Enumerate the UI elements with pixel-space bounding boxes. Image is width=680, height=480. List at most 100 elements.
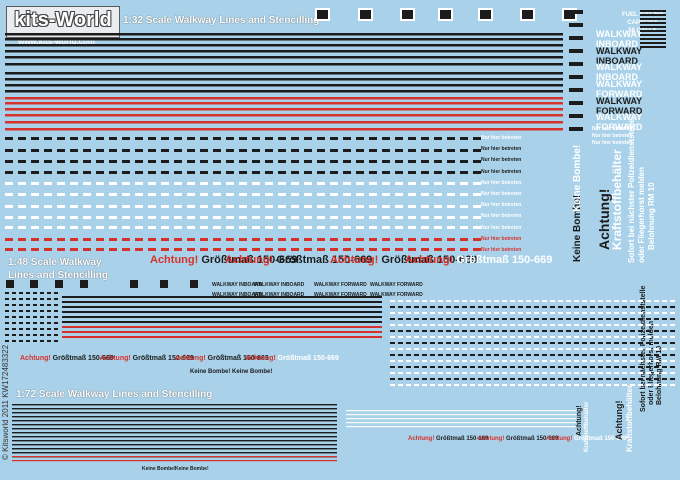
walkway-dash-48	[550, 354, 555, 356]
walkway-dash	[278, 226, 286, 229]
walkway-dash-48	[422, 342, 427, 344]
walkway-dash-48	[638, 360, 643, 362]
walkway-dash-48	[438, 342, 443, 344]
walkway-dash-48	[494, 366, 499, 368]
walkway-dash	[109, 182, 117, 185]
walkway-dash	[343, 182, 351, 185]
walkway-line-72	[12, 420, 337, 422]
walkway-dash	[187, 193, 195, 196]
walkway-dash	[291, 137, 299, 140]
walkway-dash-48	[654, 306, 659, 308]
walkway-dash-48	[630, 312, 635, 314]
walkway-dash	[421, 238, 429, 241]
walkway-dash-48	[502, 300, 507, 302]
walkway-dash-48	[19, 328, 23, 330]
walkway-dash	[174, 182, 182, 185]
walkway-dash-48	[518, 348, 523, 350]
achtung-text: Größtmaß 150-669	[207, 355, 269, 362]
walkway-dash-48	[558, 306, 563, 308]
walkway-dash-48	[502, 372, 507, 374]
nur-hier-label: Nur hier betreten	[481, 213, 522, 220]
walkway-48-col2: WALKWAY INBOARD WALKWAY INBOARD	[254, 280, 304, 300]
walkway-dash-48	[614, 378, 619, 380]
walkway-inboard-2: WALKWAY INBOARD	[596, 46, 643, 66]
walkway-dash-48	[430, 354, 435, 356]
walkway-dash	[343, 205, 351, 208]
walkway-dash-48	[19, 316, 23, 318]
walkway-dash	[122, 149, 130, 152]
walkway-dash	[473, 216, 481, 219]
walkway-dash-48	[494, 378, 499, 380]
walkway-dash-48	[574, 354, 579, 356]
walkway-dash-48	[598, 348, 603, 350]
walkway-dash-48	[550, 342, 555, 344]
walkway-dash	[57, 160, 65, 163]
walkway-dash	[278, 205, 286, 208]
stencil-box-inner	[480, 10, 491, 19]
walkway-dash-48	[646, 324, 651, 326]
walkway-dash-48	[422, 336, 427, 338]
walkway-dash	[148, 160, 156, 163]
walkway-dash	[200, 171, 208, 174]
walkway-dash-48	[622, 306, 627, 308]
walkway-dash-48	[422, 384, 427, 386]
walkway-dash	[96, 193, 104, 196]
walkway-dash	[265, 205, 273, 208]
walkway-dash-48	[19, 310, 23, 312]
walkway-dash-48	[614, 300, 619, 302]
walkway-dash-48	[462, 312, 467, 314]
walkway-dash-48	[566, 300, 571, 302]
walkway-dash-48	[654, 384, 659, 386]
walkway-dash-48	[646, 300, 651, 302]
walkway-dash-48	[430, 336, 435, 338]
walkway-dash-48	[654, 378, 659, 380]
walkway-dash-48	[574, 312, 579, 314]
walkway-dash-48	[422, 348, 427, 350]
walkway-dash	[291, 216, 299, 219]
walkway-dash-48	[494, 312, 499, 314]
walkway-dash-48	[550, 318, 555, 320]
walkway-dash	[174, 226, 182, 229]
walkway-dash-48	[454, 336, 459, 338]
walkway-dash-48	[558, 300, 563, 302]
walkway-dash-48	[638, 342, 643, 344]
walkway-dash	[148, 193, 156, 196]
walkway-dash-48	[662, 360, 667, 362]
walkway-dash-48	[398, 360, 403, 362]
walkway-label: WALKWAY FORWARD	[370, 292, 423, 298]
walkway-dash-48	[542, 378, 547, 380]
walkway-dash	[148, 248, 156, 251]
walkway-dash	[473, 226, 481, 229]
walkway-dash-48	[566, 372, 571, 374]
walkway-dash-48	[462, 348, 467, 350]
walkway-dash	[421, 193, 429, 196]
walkway-dash	[252, 137, 260, 140]
walkway-dash-48	[390, 300, 395, 302]
walkway-dash-48	[470, 312, 475, 314]
nur-hier-label: Nur hier betreten	[592, 140, 633, 146]
walkway-dash	[304, 193, 312, 196]
walkway-dash-48	[654, 324, 659, 326]
walkway-dash-48	[654, 348, 659, 350]
walkway-dash-48	[550, 384, 555, 386]
walkway-dash	[239, 149, 247, 152]
walkway-dash	[447, 238, 455, 241]
walkway-dash	[200, 226, 208, 229]
walkway-dash-48	[406, 354, 411, 356]
walkway-dash	[44, 238, 52, 241]
walkway-dash-48	[598, 318, 603, 320]
walkway-dash-48	[510, 318, 515, 320]
walkway-dash	[239, 193, 247, 196]
walkway-dash-48	[582, 366, 587, 368]
walkway-dash	[239, 205, 247, 208]
walkway-dash-48	[478, 348, 483, 350]
walkway-dash-48	[542, 318, 547, 320]
walkway-dash-48	[574, 348, 579, 350]
walkway-dash	[83, 193, 91, 196]
chevron-mark	[569, 101, 583, 105]
walkway-dash-48	[574, 342, 579, 344]
walkway-dash	[369, 182, 377, 185]
achtung-row-32: Achtung! Größtmaß 150-669	[405, 254, 552, 266]
walkway-dash-48	[590, 384, 595, 386]
walkway-dash	[304, 182, 312, 185]
